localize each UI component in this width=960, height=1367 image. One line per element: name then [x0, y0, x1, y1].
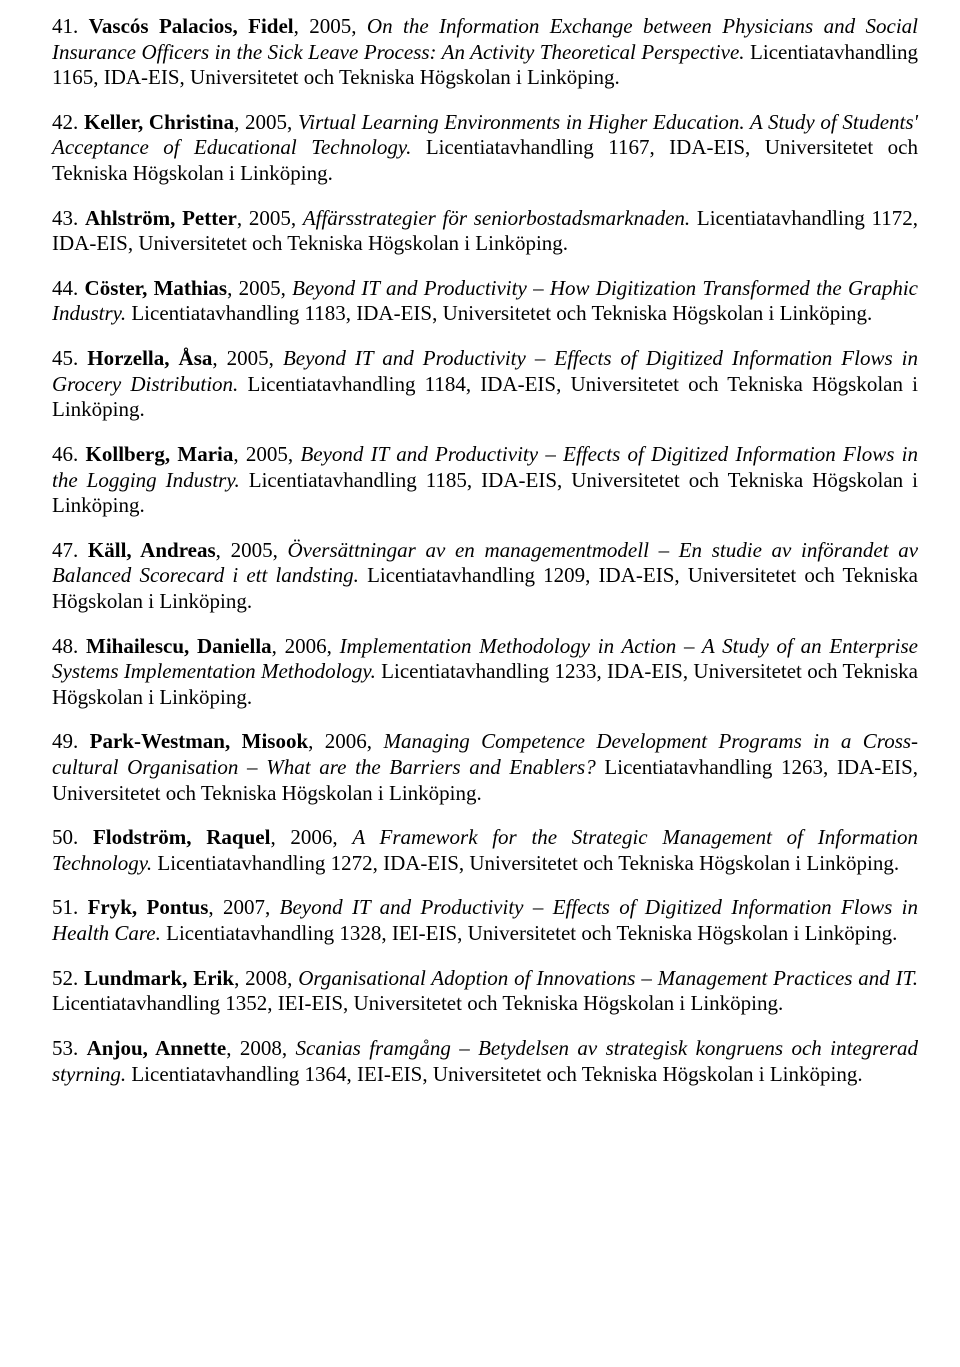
entry-year: 2005: [249, 206, 291, 230]
entry-number: 41.: [52, 14, 78, 38]
entry-number: 48.: [52, 634, 78, 658]
entry-year: 2006: [290, 825, 332, 849]
entry-author: Park-Westman, Misook: [90, 729, 308, 753]
entry-year: 2006: [285, 634, 327, 658]
entry-author: Horzella, Åsa: [87, 346, 212, 370]
entry-number: 51.: [52, 895, 78, 919]
entry-year: 2005: [231, 538, 273, 562]
entry-publication: Licentiatavhandling 1352, IEI-EIS, Unive…: [52, 991, 783, 1015]
entry-number: 49.: [52, 729, 78, 753]
bibliography-entry: 43. Ahlström, Petter, 2005, Affärsstrate…: [52, 206, 918, 257]
entry-number: 46.: [52, 442, 78, 466]
entry-year: 2006: [325, 729, 367, 753]
bibliography-entry: 44. Cöster, Mathias, 2005, Beyond IT and…: [52, 276, 918, 327]
entry-year: 2005: [246, 442, 288, 466]
bibliography-entry: 41. Vascós Palacios, Fidel, 2005, On the…: [52, 14, 918, 91]
entry-number: 50.: [52, 825, 78, 849]
entry-year: 2005: [227, 346, 269, 370]
entry-author: Vascós Palacios, Fidel: [89, 14, 294, 38]
entry-publication: Licentiatavhandling 1272, IDA-EIS, Unive…: [157, 851, 899, 875]
entry-number: 43.: [52, 206, 78, 230]
entry-number: 52.: [52, 966, 78, 990]
entry-year: 2005: [239, 276, 281, 300]
bibliography-entry: 42. Keller, Christina, 2005, Virtual Lea…: [52, 110, 918, 187]
bibliography-entry: 52. Lundmark, Erik, 2008, Organisational…: [52, 966, 918, 1017]
entry-author: Anjou, Annette: [87, 1036, 227, 1060]
entry-number: 45.: [52, 346, 78, 370]
entry-author: Fryk, Pontus: [88, 895, 209, 919]
entry-number: 53.: [52, 1036, 78, 1060]
entry-number: 44.: [52, 276, 78, 300]
entry-title: Affärsstrategier för seniorbostadsmarkna…: [303, 206, 690, 230]
entry-title: Organisational Adoption of Innovations –…: [298, 966, 918, 990]
bibliography-entry: 50. Flodström, Raquel, 2006, A Framework…: [52, 825, 918, 876]
entry-number: 42.: [52, 110, 78, 134]
bibliography-entry: 48. Mihailescu, Daniella, 2006, Implemen…: [52, 634, 918, 711]
entry-author: Mihailescu, Daniella: [86, 634, 272, 658]
entry-publication: Licentiatavhandling 1328, IEI-EIS, Unive…: [166, 921, 897, 945]
entry-number: 47.: [52, 538, 78, 562]
bibliography-entry: 45. Horzella, Åsa, 2005, Beyond IT and P…: [52, 346, 918, 423]
entry-author: Ahlström, Petter: [85, 206, 237, 230]
entry-year: 2005: [245, 110, 287, 134]
entry-year: 2007: [223, 895, 265, 919]
bibliography-entry: 51. Fryk, Pontus, 2007, Beyond IT and Pr…: [52, 895, 918, 946]
entry-author: Flodström, Raquel: [93, 825, 270, 849]
entry-author: Kollberg, Maria: [86, 442, 234, 466]
bibliography-list: 41. Vascós Palacios, Fidel, 2005, On the…: [52, 14, 918, 1087]
bibliography-entry: 47. Käll, Andreas, 2005, Översättningar …: [52, 538, 918, 615]
bibliography-entry: 53. Anjou, Annette, 2008, Scanias framgå…: [52, 1036, 918, 1087]
entry-author: Cöster, Mathias: [85, 276, 228, 300]
entry-year: 2005: [309, 14, 351, 38]
entry-year: 2008: [240, 1036, 282, 1060]
entry-year: 2008: [245, 966, 287, 990]
bibliography-entry: 49. Park-Westman, Misook, 2006, Managing…: [52, 729, 918, 806]
entry-publication: Licentiatavhandling 1183, IDA-EIS, Unive…: [131, 301, 872, 325]
entry-author: Lundmark, Erik: [84, 966, 234, 990]
entry-publication: Licentiatavhandling 1364, IEI-EIS, Unive…: [131, 1062, 862, 1086]
bibliography-entry: 46. Kollberg, Maria, 2005, Beyond IT and…: [52, 442, 918, 519]
entry-author: Käll, Andreas: [88, 538, 216, 562]
entry-author: Keller, Christina: [84, 110, 234, 134]
